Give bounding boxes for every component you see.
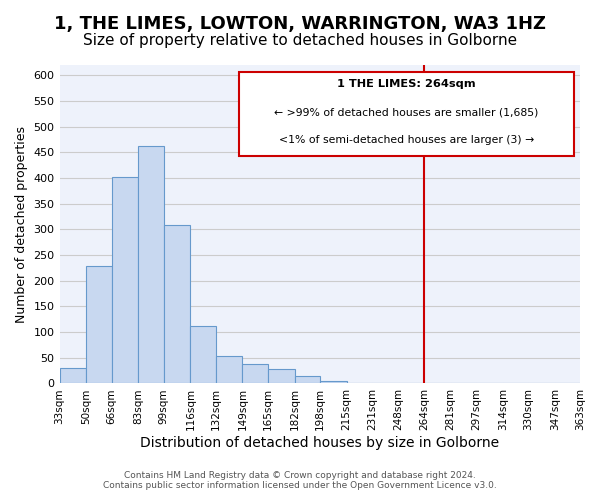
Text: 1, THE LIMES, LOWTON, WARRINGTON, WA3 1HZ: 1, THE LIMES, LOWTON, WARRINGTON, WA3 1H… [54, 15, 546, 33]
Bar [112, 178, 139, 384]
Bar [190, 326, 215, 384]
Text: Contains HM Land Registry data © Crown copyright and database right 2024.
Contai: Contains HM Land Registry data © Crown c… [103, 470, 497, 490]
Text: 1 THE LIMES: 264sqm: 1 THE LIMES: 264sqm [337, 79, 476, 89]
X-axis label: Distribution of detached houses by size in Golborne: Distribution of detached houses by size … [140, 436, 499, 450]
Bar [86, 266, 112, 384]
Bar [139, 146, 164, 384]
Y-axis label: Number of detached properties: Number of detached properties [15, 126, 28, 322]
Bar [59, 368, 86, 384]
Text: Size of property relative to detached houses in Golborne: Size of property relative to detached ho… [83, 32, 517, 48]
Bar [242, 364, 268, 384]
Text: <1% of semi-detached houses are larger (3) →: <1% of semi-detached houses are larger (… [279, 135, 534, 145]
Bar [295, 376, 320, 384]
Bar [164, 226, 190, 384]
Text: ← >99% of detached houses are smaller (1,685): ← >99% of detached houses are smaller (1… [274, 107, 539, 117]
Bar [320, 381, 347, 384]
Bar [215, 356, 242, 384]
Bar [268, 368, 295, 384]
FancyBboxPatch shape [239, 72, 574, 156]
